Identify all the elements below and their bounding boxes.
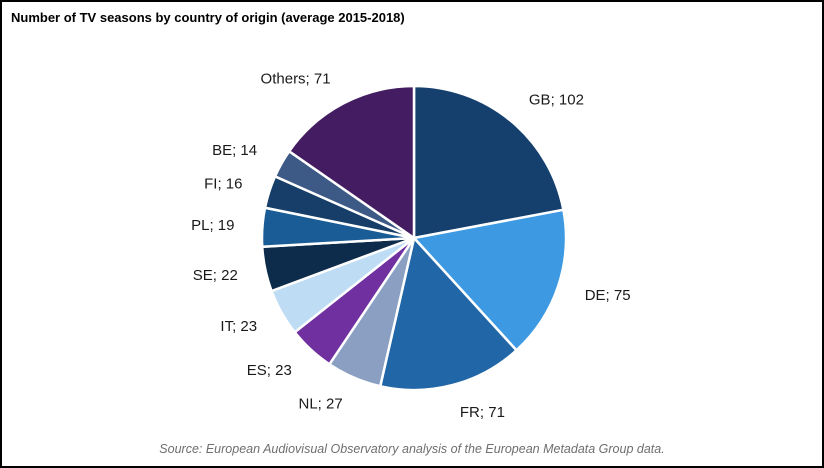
- pie-label-fr: FR; 71: [460, 404, 505, 421]
- chart-title: Number of TV seasons by country of origi…: [11, 10, 405, 25]
- pie-label-others: Others; 71: [261, 71, 331, 88]
- pie-label-be: BE; 14: [212, 142, 257, 159]
- pie-slice-gb: [412, 84, 565, 240]
- pie-label-es: ES; 23: [247, 362, 292, 379]
- pie-label-nl: NL; 27: [298, 395, 342, 412]
- pie-slice-others: [287, 84, 416, 241]
- pie-slice-fr: [378, 235, 519, 392]
- pie-label-de: DE; 75: [585, 287, 631, 304]
- chart-source: Source: European Audiovisual Observatory…: [159, 442, 665, 456]
- pie-slice-de: [411, 208, 568, 353]
- pie-label-gb: GB; 102: [529, 91, 584, 108]
- pie-label-se: SE; 22: [193, 267, 238, 284]
- pie-label-it: IT; 23: [220, 318, 257, 335]
- pie-label-fi: FI; 16: [204, 175, 242, 192]
- pie-label-pl: PL; 19: [191, 217, 234, 234]
